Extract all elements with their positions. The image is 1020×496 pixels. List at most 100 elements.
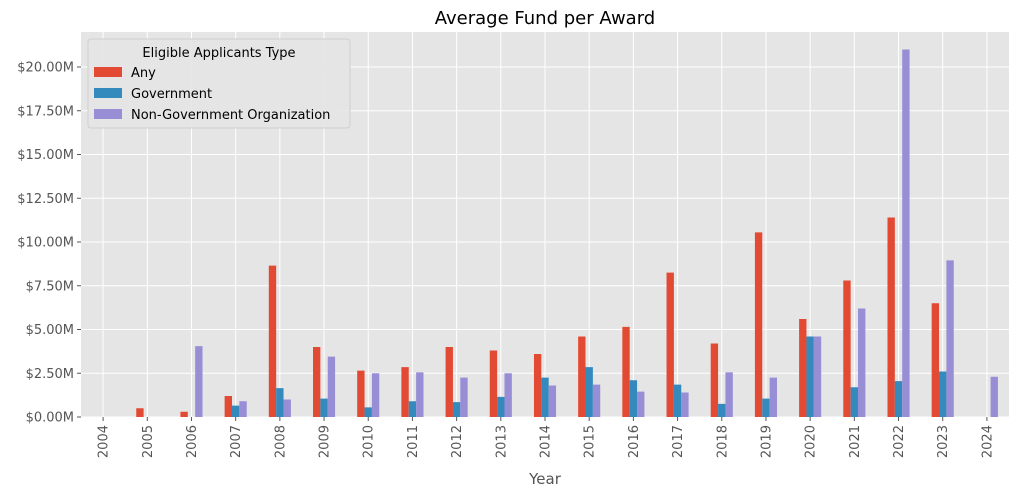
y-tick-label: $7.50M bbox=[26, 279, 74, 294]
bar-non-government-organization-2008 bbox=[283, 399, 291, 417]
bar-any-2015 bbox=[578, 336, 586, 417]
bar-non-government-organization-2017 bbox=[681, 392, 689, 417]
y-tick-label: $12.50M bbox=[17, 192, 74, 207]
x-tick-label: 2006 bbox=[185, 425, 200, 458]
bar-non-government-organization-2020 bbox=[813, 336, 822, 417]
bar-non-government-organization-2009 bbox=[327, 356, 336, 417]
y-tick-label: $15.00M bbox=[17, 148, 74, 163]
bar-non-government-organization-2023 bbox=[946, 260, 954, 417]
y-tick-label: $17.50M bbox=[17, 104, 74, 119]
bar-government-2010 bbox=[364, 407, 372, 417]
y-tick-label: $5.00M bbox=[26, 323, 74, 338]
x-tick-label: 2011 bbox=[406, 425, 421, 458]
x-tick-label: 2016 bbox=[627, 425, 642, 458]
x-tick-label: 2022 bbox=[892, 425, 907, 458]
x-tick-label: 2018 bbox=[715, 425, 730, 458]
x-tick-label: 2023 bbox=[936, 425, 951, 458]
bar-any-2023 bbox=[931, 303, 940, 417]
bar-government-2022 bbox=[894, 381, 903, 417]
bar-any-2019 bbox=[754, 232, 763, 417]
x-tick-label: 2019 bbox=[759, 425, 774, 458]
bar-government-2016 bbox=[629, 380, 638, 417]
x-tick-label: 2010 bbox=[362, 425, 377, 458]
legend-swatch bbox=[94, 109, 122, 119]
x-axis-ticks: 2004 2005 2006 2007 2008 2009 2010 2011 2012 2013… bbox=[97, 417, 995, 458]
bar-any-2006 bbox=[180, 411, 188, 417]
bar-government-2009 bbox=[320, 398, 328, 417]
x-tick-label: 2017 bbox=[671, 425, 686, 458]
bar-any-2007 bbox=[224, 396, 232, 417]
bar-any-2017 bbox=[666, 272, 674, 417]
y-tick-label: $20.00M bbox=[17, 61, 74, 76]
legend-label: Government bbox=[131, 87, 212, 102]
bar-non-government-organization-2019 bbox=[769, 377, 777, 417]
bar-any-2014 bbox=[533, 354, 542, 417]
x-tick-label: 2004 bbox=[97, 425, 112, 458]
bar-government-2017 bbox=[673, 384, 682, 417]
bar-any-2005 bbox=[136, 408, 144, 417]
bar-non-government-organization-2016 bbox=[637, 391, 645, 417]
y-tick-label: $0.00M bbox=[26, 411, 74, 426]
x-axis-label: Year bbox=[528, 470, 562, 488]
chart-title: Average Fund per Award bbox=[435, 8, 655, 29]
bar-government-2018 bbox=[718, 403, 726, 417]
bar-any-2008 bbox=[268, 265, 277, 417]
bar-non-government-organization-2006 bbox=[195, 346, 203, 417]
bar-non-government-organization-2013 bbox=[504, 373, 512, 417]
x-tick-label: 2020 bbox=[804, 425, 819, 458]
x-tick-label: 2024 bbox=[980, 425, 995, 458]
bar-any-2022 bbox=[887, 217, 895, 417]
bar-government-2015 bbox=[585, 367, 593, 417]
bar-non-government-organization-2021 bbox=[858, 308, 866, 417]
bar-non-government-organization-2018 bbox=[725, 372, 733, 417]
legend-title: Eligible Applicants Type bbox=[142, 46, 295, 61]
legend: Eligible Applicants Type Any Government No… bbox=[87, 38, 351, 129]
y-axis-ticks: $0.00M $2.50M $5.00M $7.50M $10.00M $12.50M $1… bbox=[17, 61, 81, 426]
y-tick-label: $2.50M bbox=[26, 367, 74, 382]
x-tick-label: 2007 bbox=[229, 425, 244, 458]
legend-label: Any bbox=[131, 66, 156, 81]
bar-non-government-organization-2022 bbox=[902, 49, 910, 417]
bar-government-2013 bbox=[497, 396, 505, 417]
bar-any-2011 bbox=[401, 367, 409, 417]
bar-any-2013 bbox=[489, 350, 498, 417]
x-tick-label: 2008 bbox=[273, 425, 288, 458]
bar-government-2023 bbox=[939, 371, 947, 417]
bar-government-2020 bbox=[806, 336, 814, 417]
bar-any-2021 bbox=[843, 280, 851, 417]
bar-non-government-organization-2015 bbox=[592, 384, 601, 417]
y-tick-label: $10.00M bbox=[17, 236, 74, 251]
x-tick-label: 2014 bbox=[539, 425, 554, 458]
bar-non-government-organization-2011 bbox=[416, 372, 424, 417]
legend-swatch bbox=[94, 88, 122, 98]
bar-any-2020 bbox=[799, 319, 807, 417]
bar-government-2008 bbox=[276, 388, 284, 417]
x-tick-label: 2013 bbox=[494, 425, 509, 458]
bar-non-government-organization-2024 bbox=[990, 376, 998, 417]
bar-government-2007 bbox=[231, 405, 240, 417]
bar-government-2014 bbox=[541, 377, 549, 417]
bar-non-government-organization-2012 bbox=[460, 377, 468, 417]
bar-any-2012 bbox=[445, 347, 453, 417]
bar-any-2009 bbox=[313, 347, 321, 417]
bar-any-2010 bbox=[357, 370, 365, 417]
bar-non-government-organization-2010 bbox=[371, 373, 380, 417]
bars bbox=[136, 49, 998, 417]
bar-government-2011 bbox=[408, 401, 417, 417]
x-tick-label: 2009 bbox=[318, 425, 333, 458]
bar-non-government-organization-2014 bbox=[548, 385, 557, 417]
legend-label: Non-Government Organization bbox=[131, 108, 330, 123]
x-tick-label: 2021 bbox=[848, 425, 863, 458]
legend-box bbox=[87, 38, 351, 129]
x-tick-label: 2012 bbox=[450, 425, 465, 458]
bar-any-2016 bbox=[622, 326, 630, 417]
legend-swatch bbox=[94, 67, 122, 77]
bar-non-government-organization-2007 bbox=[239, 401, 247, 417]
bar-government-2019 bbox=[762, 398, 770, 417]
x-tick-label: 2015 bbox=[583, 425, 598, 458]
bar-any-2018 bbox=[710, 343, 719, 417]
bar-government-2012 bbox=[452, 402, 461, 417]
bar-government-2021 bbox=[850, 387, 859, 417]
x-tick-label: 2005 bbox=[141, 425, 156, 458]
